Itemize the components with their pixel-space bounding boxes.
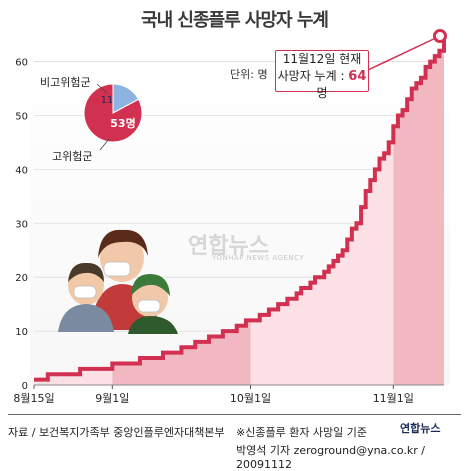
x-axis-ticks: 8월15일 9월1일 10월1일 11월1일	[13, 384, 444, 405]
agency-logo: 연합뉴스	[400, 422, 441, 435]
x-tick-label-0: 8월15일	[13, 391, 54, 405]
unit-label: 단위: 명	[230, 68, 268, 81]
chart-canvas: 0 10 20 30 40 50 60 8월15일 9월1일 10월1일 11월1일 11 53명	[13, 29, 450, 405]
callout-leader-line	[367, 35, 441, 71]
person-child-left-body	[58, 304, 114, 332]
callout-death-count: 64	[348, 69, 367, 84]
person-adult-mask	[103, 261, 131, 277]
masked-people-illustration	[58, 229, 178, 334]
person-child-right-hat	[131, 274, 170, 296]
y-tick-label-50: 50	[15, 111, 28, 122]
callout-line2-prefix: 사망자 누계 :	[277, 69, 349, 83]
pie-slice-high-risk	[83, 83, 143, 143]
y-tick-label-40: 40	[15, 165, 28, 176]
end-marker	[367, 29, 447, 71]
x-tick-label-2: 10월1일	[230, 391, 271, 405]
cumulative-step-line	[34, 40, 446, 382]
footer: 자료 / 보건복지가족부 중앙인플루엔자대책본부 ※신종플루 환자 사망일 기준…	[0, 414, 469, 471]
chart-title: 국내 신종플루 사망자 누계	[141, 10, 329, 31]
footer-divider	[8, 414, 461, 415]
credit-text: 박영석 기자 zeroground@yna.co.kr / 20091112	[236, 444, 425, 471]
person-child-left-mask	[73, 285, 97, 299]
person-child-left-hair	[68, 262, 104, 282]
title-bar: 국내 신종플루 사망자 누계	[0, 0, 469, 38]
x-tick-label-3: 11월1일	[373, 391, 414, 405]
y-axis-ticks: 0 10 20 30 40 50 60	[15, 58, 28, 392]
callout-line2-suffix: 명	[316, 86, 328, 100]
pie-leader-high	[99, 138, 110, 151]
x-tick-label-1: 9월1일	[95, 391, 129, 405]
series-cumulative-deaths	[34, 40, 446, 382]
end-point-marker	[433, 29, 447, 43]
y-tick-label-20: 20	[15, 273, 28, 284]
callout-line2: 사망자 누계 : 64 명	[276, 68, 368, 102]
y-tick-label-0: 0	[22, 381, 28, 392]
pie-leader-low	[96, 83, 108, 94]
pie-label-high-risk: 고위험군	[52, 150, 93, 163]
annotation-callout: 11월12일 현재 사망자 누계 : 64 명	[275, 50, 369, 100]
pie-value-high-risk: 53명	[110, 116, 135, 130]
callout-line1: 11월12일 현재	[282, 52, 362, 66]
y-tick-label-10: 10	[15, 327, 28, 338]
source-text: 자료 / 보건복지가족부 중앙인플루엔자대책본부	[8, 426, 225, 439]
risk-pie-chart: 11 53명	[83, 83, 143, 151]
y-tick-label-30: 30	[15, 219, 28, 230]
y-tick-label-60: 60	[15, 58, 28, 69]
area-band-2	[250, 126, 394, 385]
pie-value-low-risk: 11	[101, 95, 114, 106]
person-child-right-body	[128, 316, 178, 334]
pie-label-low-risk: 비고위험군	[40, 76, 91, 89]
watermark-text: 연합뉴스	[188, 234, 269, 259]
person-child-right-mask	[137, 299, 161, 313]
watermark-subtext: YONHAP NEWS AGENCY	[212, 254, 305, 262]
area-band-3	[393, 50, 444, 385]
person-adult-hair	[98, 229, 148, 258]
note-text: ※신종플루 환자 사망일 기준	[236, 426, 368, 439]
